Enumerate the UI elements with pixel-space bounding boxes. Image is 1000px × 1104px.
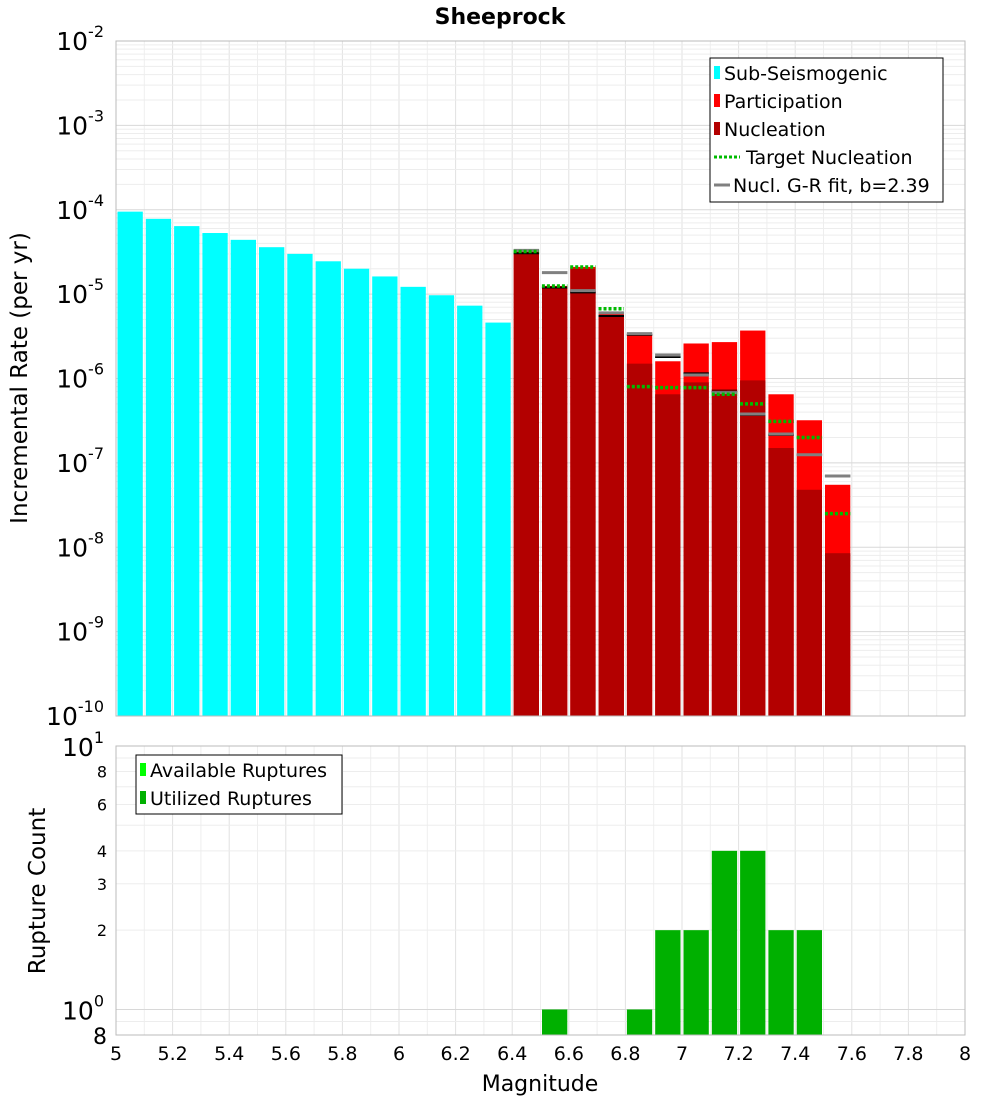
nucleation-bar [570, 268, 596, 716]
top-y-tick-label: 10-3 [56, 106, 104, 140]
legend-swatch [714, 94, 720, 107]
top-y-tick-label: 10-4 [56, 191, 104, 225]
bottom-y-minor-tick-label: 3 [97, 875, 107, 894]
sub-seismogenic-bar [117, 211, 143, 716]
sub-seismogenic-bar [372, 276, 398, 716]
nucleation-bar [711, 389, 738, 716]
nucleation-bar [825, 553, 851, 716]
bottom-y-minor-tick-label: 6 [97, 795, 107, 814]
chart-title: Sheeprock [435, 5, 567, 30]
legend-label: Nucleation [724, 119, 826, 141]
bottom-legend-box [135, 754, 343, 815]
x-tick-label: 6 [393, 1043, 405, 1065]
x-tick-label: 6.6 [554, 1043, 584, 1065]
x-tick-label: 5.8 [327, 1043, 357, 1065]
x-tick-label: 5.4 [214, 1043, 244, 1065]
utilized-rupture-bar [655, 930, 681, 1035]
top-legend: Sub-Seismogenic Participation Nucleation Ta… [709, 57, 944, 203]
x-tick-label: 5 [110, 1043, 122, 1065]
top-y-tick-label: 10-9 [56, 613, 104, 647]
utilized-rupture-bar [796, 930, 822, 1035]
nucleation-bar [542, 287, 568, 716]
x-tick-label: 7.8 [893, 1043, 923, 1065]
utilized-rupture-bar [626, 1009, 653, 1035]
bottom-plot-frame [115, 745, 966, 1036]
bottom-y-major-tick-label: 100 [62, 991, 104, 1025]
legend-label: Participation [724, 91, 843, 113]
nucleation-bar [683, 382, 709, 716]
top-y-tick-label: 10-6 [56, 360, 104, 394]
x-tick-label: 6.8 [610, 1043, 640, 1065]
top-y-tick-label: 10-2 [56, 22, 104, 56]
sub-seismogenic-bar [259, 247, 285, 716]
sub-seismogenic-bar [287, 253, 313, 716]
sub-seismogenic-bar [485, 322, 511, 716]
nucleation-bar [796, 489, 822, 716]
sub-seismogenic-bar [174, 226, 200, 716]
utilized-rupture-bar [740, 850, 766, 1035]
bottom-legend: Available Ruptures Utilized Ruptures [135, 754, 343, 815]
sub-seismogenic-bar [230, 239, 256, 716]
utilized-rupture-bar [542, 1009, 568, 1035]
sub-seismogenic-bar [315, 261, 341, 716]
sub-seismogenic-bar [428, 295, 455, 716]
x-axis-label: Magnitude [482, 1072, 599, 1097]
legend-swatch [140, 763, 146, 776]
x-tick-label: 5.6 [271, 1043, 301, 1065]
nucleation-bar [626, 363, 653, 716]
sub-seismogenic-bar [457, 305, 483, 716]
top-y-tick-label: 10-7 [56, 444, 104, 478]
nucleation-bar [598, 315, 624, 716]
legend-swatch [140, 791, 146, 804]
top-y-tick-label: 10-8 [56, 528, 104, 562]
legend-label: Target Nucleation [745, 147, 913, 169]
x-tick-label: 7 [676, 1043, 688, 1065]
x-tick-label: 8 [959, 1043, 971, 1065]
nucleation-bar [655, 394, 681, 716]
top-plot-frame [115, 40, 966, 717]
x-tick-label: 7.2 [723, 1043, 753, 1065]
top-y-axis-label: Incremental Rate (per yr) [7, 232, 33, 524]
utilized-rupture-bar [711, 850, 738, 1035]
x-tick-label: 5.2 [157, 1043, 187, 1065]
x-tick-label: 6.4 [497, 1043, 527, 1065]
top-y-tick-label: 10-5 [56, 275, 104, 309]
utilized-rupture-bar [768, 930, 794, 1035]
sub-seismogenic-bar [202, 233, 228, 716]
top-plot: 10-2 10-3 10-4 10-5 10-6 10-7 10-8 10-9 10-10 Sub… [46, 22, 966, 731]
bottom-y-minor-tick-label: 4 [97, 842, 107, 861]
sub-seismogenic-bar [145, 218, 172, 716]
bottom-y-minor-tick-label: 2 [97, 921, 107, 940]
legend-label: Nucl. G-R fit, b=2.39 [733, 175, 930, 197]
utilized-rupture-bar [683, 930, 709, 1035]
top-legend-box [709, 57, 944, 203]
bottom-y-axis-label: Rupture Count [25, 808, 51, 974]
nucleation-bar [768, 448, 794, 716]
bottom-y-major-tick-label: 101 [62, 728, 104, 762]
legend-swatch [714, 66, 720, 79]
legend-swatch [714, 122, 720, 135]
bottom-y-minor-tick-label: 8 [93, 1025, 107, 1050]
legend-label: Available Ruptures [150, 760, 327, 782]
x-tick-label: 7.6 [837, 1043, 867, 1065]
sub-seismogenic-bar [400, 286, 426, 716]
legend-label: Sub-Seismogenic [724, 63, 888, 85]
bottom-y-minor-tick-label: 8 [97, 763, 107, 782]
nucleation-bar [740, 380, 766, 716]
sub-seismogenic-bar [343, 268, 370, 716]
x-tick-label: 6.2 [440, 1043, 470, 1065]
x-tick-label: 7.4 [780, 1043, 810, 1065]
top-y-tick-label: 10-10 [46, 697, 104, 731]
legend-label: Utilized Ruptures [150, 788, 312, 810]
nucleation-bar [513, 253, 539, 716]
